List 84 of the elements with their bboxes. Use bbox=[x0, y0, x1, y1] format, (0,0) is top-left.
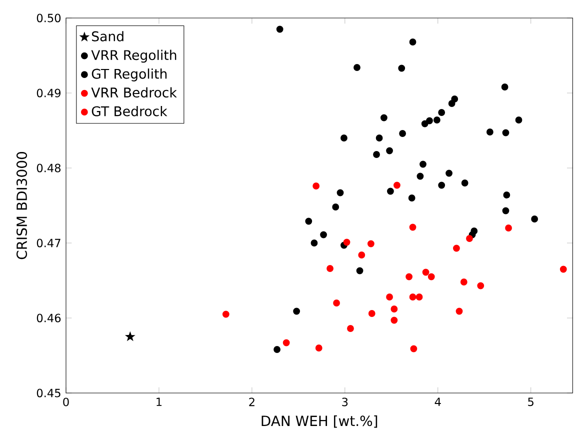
point bbox=[416, 294, 423, 300]
point bbox=[310, 240, 318, 246]
point bbox=[460, 278, 468, 286]
point bbox=[387, 188, 394, 195]
point bbox=[433, 116, 440, 124]
point bbox=[312, 182, 320, 190]
point bbox=[477, 282, 484, 290]
point bbox=[399, 130, 406, 137]
point bbox=[410, 345, 418, 352]
point bbox=[486, 128, 494, 136]
point bbox=[422, 268, 430, 276]
legend-label: GT Regolith bbox=[92, 68, 167, 82]
point bbox=[406, 273, 413, 280]
point bbox=[315, 344, 322, 352]
y-tick-label: 0.45 bbox=[36, 388, 60, 398]
point bbox=[282, 339, 290, 346]
point bbox=[409, 224, 416, 231]
point bbox=[386, 147, 393, 154]
point bbox=[390, 316, 398, 324]
point bbox=[453, 244, 460, 252]
legend-label: Sand bbox=[92, 31, 124, 42]
point bbox=[421, 120, 428, 128]
point bbox=[126, 332, 135, 341]
point bbox=[438, 182, 446, 189]
point bbox=[354, 64, 360, 71]
point bbox=[333, 300, 340, 306]
point bbox=[380, 114, 388, 122]
x-tick-label: 0 bbox=[63, 398, 69, 406]
legend-label: VRR Bedrock bbox=[91, 87, 177, 98]
point bbox=[502, 129, 510, 136]
y-tick-label: 0.46 bbox=[36, 314, 61, 322]
point bbox=[456, 308, 463, 315]
point bbox=[276, 26, 284, 33]
point bbox=[326, 265, 334, 272]
point bbox=[386, 294, 393, 300]
point bbox=[515, 116, 522, 124]
point bbox=[367, 240, 374, 248]
x-tick-label: 4 bbox=[434, 398, 441, 406]
point bbox=[446, 170, 452, 177]
point bbox=[438, 109, 446, 116]
point bbox=[461, 180, 468, 186]
point bbox=[222, 310, 230, 318]
point bbox=[305, 218, 312, 225]
y-tick-label: 0.48 bbox=[36, 164, 61, 172]
point bbox=[356, 267, 364, 274]
point bbox=[274, 346, 280, 353]
point bbox=[373, 151, 380, 158]
point bbox=[501, 84, 508, 90]
point bbox=[343, 238, 350, 246]
y-axis-title: CRISM BDI3000 bbox=[16, 152, 28, 260]
x-tick-label: 2 bbox=[249, 398, 254, 406]
x-tick-label: 3 bbox=[342, 398, 348, 406]
point bbox=[390, 306, 398, 312]
point bbox=[505, 224, 512, 232]
point bbox=[347, 325, 354, 332]
point bbox=[503, 192, 510, 198]
point bbox=[394, 182, 400, 189]
point bbox=[336, 189, 344, 196]
point bbox=[428, 273, 435, 280]
point bbox=[466, 235, 473, 242]
point bbox=[409, 38, 416, 46]
x-tick-label: 1 bbox=[156, 398, 162, 406]
x-tick-label: 5 bbox=[528, 398, 534, 406]
point bbox=[448, 100, 456, 107]
point bbox=[398, 64, 406, 72]
point bbox=[376, 134, 383, 142]
point bbox=[358, 252, 366, 258]
y-tick-label: 0.50 bbox=[36, 14, 61, 22]
legend-label: GT Bedrock bbox=[92, 106, 168, 116]
y-tick-label: 0.49 bbox=[36, 88, 61, 98]
legend-label: VRR Regolith bbox=[91, 50, 176, 63]
point bbox=[340, 134, 348, 142]
point bbox=[502, 207, 510, 214]
point bbox=[416, 172, 424, 180]
point bbox=[293, 308, 300, 315]
point bbox=[420, 160, 426, 168]
point bbox=[409, 294, 416, 300]
point bbox=[368, 310, 376, 317]
x-axis-title: DAN WEH [wt.%] bbox=[262, 415, 378, 428]
y-tick-label: 0.47 bbox=[36, 238, 60, 248]
point bbox=[320, 231, 327, 238]
point bbox=[408, 194, 416, 202]
point bbox=[531, 216, 538, 222]
point bbox=[332, 204, 340, 210]
